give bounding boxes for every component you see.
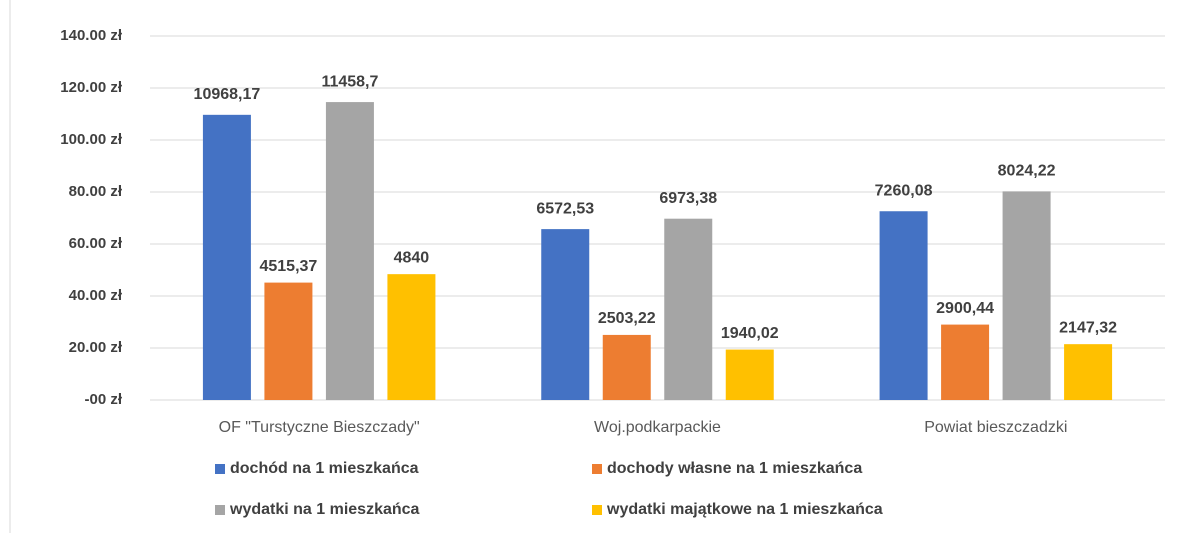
y-tick-label: 100.00 zł (60, 131, 123, 148)
legend-swatch (215, 464, 225, 474)
data-label: 2503,22 (598, 310, 656, 327)
y-tick-label: 40.00 zł (69, 287, 123, 304)
y-tick-label: 20.00 zł (69, 339, 123, 356)
x-tick-label: OF "Turstyczne Bieszczady" (219, 419, 420, 436)
data-label: 8024,22 (998, 163, 1056, 180)
bar (264, 282, 313, 400)
legend-label: wydatki majątkowe na 1 mieszkańca (606, 501, 883, 518)
legend-swatch (592, 464, 602, 474)
bar (664, 218, 713, 400)
data-label: 6973,38 (659, 190, 717, 207)
legend-label: dochody własne na 1 mieszkańca (607, 460, 862, 477)
data-label: 7260,08 (875, 182, 933, 199)
bar (541, 229, 590, 400)
data-label: 4515,37 (259, 258, 317, 275)
y-tick-label: 120.00 zł (60, 79, 123, 96)
data-label: 11458,7 (321, 73, 378, 90)
data-label: 2900,44 (936, 300, 994, 317)
data-label: 2147,32 (1059, 319, 1117, 336)
bar (325, 102, 374, 401)
y-tick-label: -00 zł (84, 391, 122, 408)
data-label: 1940,02 (721, 325, 779, 342)
legend-swatch (215, 505, 225, 515)
bar (602, 334, 651, 400)
bar (879, 211, 928, 400)
bar (1002, 191, 1051, 400)
bar (387, 274, 436, 400)
legend-label: dochód na 1 mieszkańca (230, 460, 419, 477)
legend-swatch (592, 505, 602, 515)
bar (202, 114, 251, 401)
data-label: 6572,53 (536, 200, 594, 217)
x-tick-label: Woj.podkarpackie (594, 419, 721, 436)
y-tick-label: 80.00 zł (69, 183, 123, 200)
bar (941, 324, 990, 400)
data-label: 4840 (394, 249, 430, 266)
x-tick-label: Powiat bieszczadzki (924, 419, 1067, 436)
data-label: 10968,17 (194, 86, 261, 103)
y-tick-label: 60.00 zł (69, 235, 123, 252)
y-tick-label: 140.00 zł (60, 27, 123, 44)
legend-label: wydatki na 1 mieszkańca (229, 501, 420, 518)
bar (725, 349, 774, 400)
bar (1064, 344, 1113, 400)
